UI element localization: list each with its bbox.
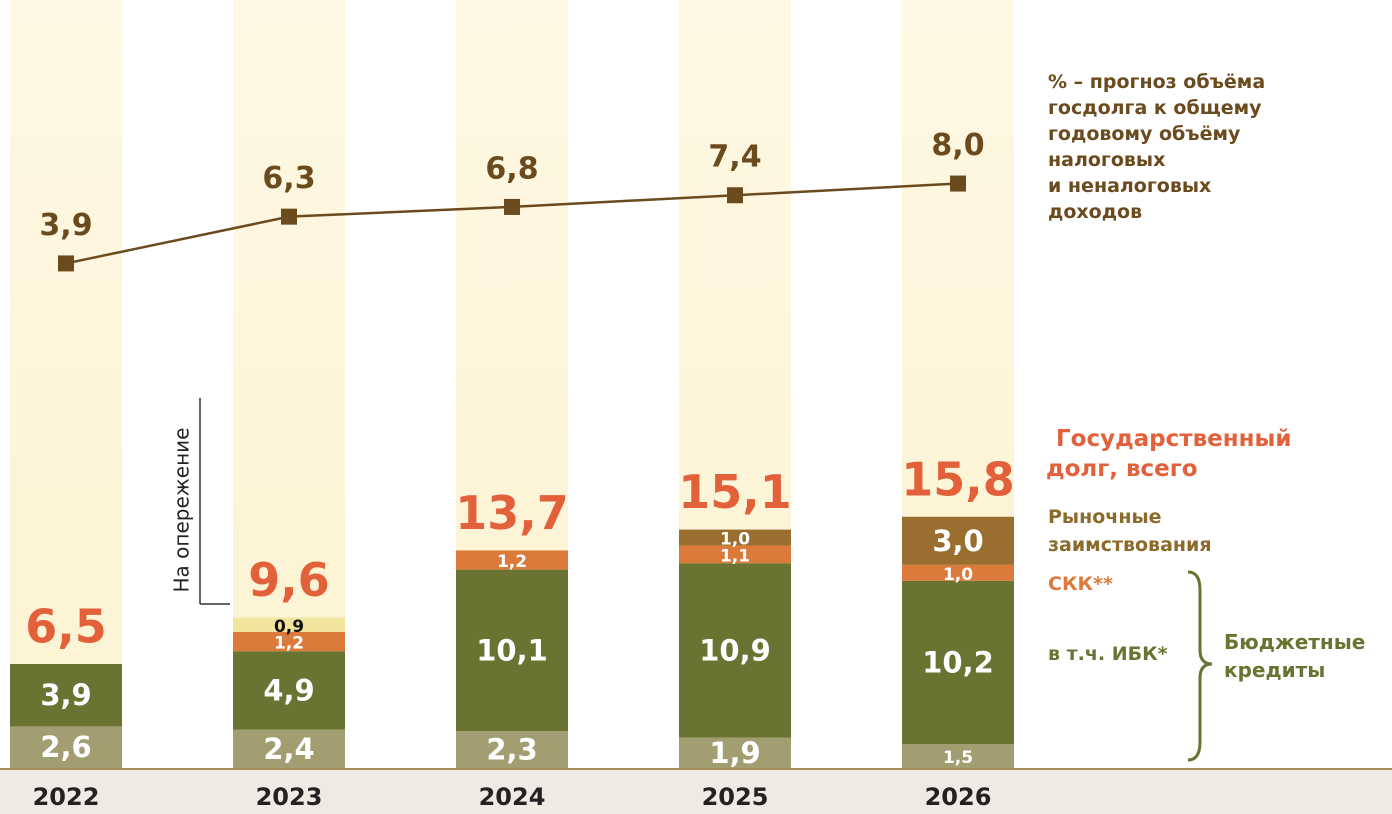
bar-segment xyxy=(902,744,1014,768)
bar-segment xyxy=(233,729,345,768)
bar-segment xyxy=(679,545,791,564)
value-label: 10,1 xyxy=(476,633,548,667)
value-label: 4,9 xyxy=(263,673,314,707)
bar-segment xyxy=(679,563,791,738)
bar-segment xyxy=(679,529,791,546)
line-marker xyxy=(281,208,297,225)
brace-label: кредиты xyxy=(1224,658,1326,682)
line-label: 3,9 xyxy=(39,208,92,243)
value-label: 3,9 xyxy=(40,678,91,712)
value-label: 1,2 xyxy=(497,552,527,572)
value-label: 10,9 xyxy=(699,633,771,667)
value-label: 10,2 xyxy=(922,645,994,679)
bar-segment xyxy=(456,731,568,768)
x-tick-label: 2022 xyxy=(33,783,100,811)
value-label: 2,6 xyxy=(40,730,91,764)
total-label: 15,1 xyxy=(678,465,792,519)
value-label: 3,0 xyxy=(932,524,983,558)
legend-label: СКК** xyxy=(1048,573,1113,595)
line-annotation: и неналоговых xyxy=(1048,175,1212,197)
bar-segment xyxy=(679,737,791,768)
line-label: 6,8 xyxy=(485,151,538,186)
bar-segment xyxy=(902,564,1014,581)
value-label: 0,9 xyxy=(274,617,304,637)
line-label: 6,3 xyxy=(262,161,315,196)
value-label: 1,0 xyxy=(720,530,750,550)
line-annotation: годовому объёму xyxy=(1048,123,1241,145)
series-label: На опережение xyxy=(170,428,194,593)
column-bg xyxy=(10,0,122,768)
value-label: 2,3 xyxy=(486,733,537,767)
brace-label: Бюджетные xyxy=(1224,630,1366,654)
line-label: 8,0 xyxy=(931,128,984,163)
bar-segment xyxy=(10,664,122,727)
total-label: 13,7 xyxy=(455,486,569,540)
line-annotation: налоговых xyxy=(1048,149,1166,171)
value-label: 1,2 xyxy=(274,634,304,654)
x-tick-label: 2026 xyxy=(925,783,992,811)
bar-segment xyxy=(10,726,122,768)
line-annotation: доходов xyxy=(1048,201,1143,223)
bar-segment xyxy=(233,632,345,652)
legend-label: в т.ч. ИБК* xyxy=(1048,643,1168,665)
brace xyxy=(1187,570,1213,762)
bar-segment xyxy=(456,550,568,570)
x-tick-label: 2024 xyxy=(479,783,546,811)
total-annotation: Государственный xyxy=(1056,426,1292,452)
x-tick-label: 2025 xyxy=(702,783,769,811)
bar-segment xyxy=(456,569,568,732)
value-label: 1,5 xyxy=(943,748,973,768)
line-annotation: госдолга к общему xyxy=(1048,97,1262,119)
bar-segment xyxy=(233,617,345,632)
line-marker xyxy=(950,175,966,192)
line-annotation: % – прогноз объёма xyxy=(1048,71,1266,93)
legend-label: Рыночные заимствования xyxy=(1048,506,1212,556)
total-label: 6,5 xyxy=(25,600,107,654)
x-tick-label: 2023 xyxy=(256,783,323,811)
total-annotation: долг, всего xyxy=(1046,456,1198,482)
value-label: 1,9 xyxy=(709,736,760,770)
axis-band xyxy=(0,770,1392,814)
bar-segment xyxy=(902,516,1014,565)
total-label: 9,6 xyxy=(248,553,330,607)
bar-segment xyxy=(902,580,1014,744)
value-label: 1,1 xyxy=(720,546,750,566)
line-label: 7,4 xyxy=(708,140,761,175)
bar-segment xyxy=(233,651,345,730)
value-label: 2,4 xyxy=(263,732,314,766)
value-label: 1,0 xyxy=(943,565,973,585)
line-marker xyxy=(58,255,74,272)
line-marker xyxy=(727,187,743,204)
total-label: 15,8 xyxy=(901,452,1015,506)
line-marker xyxy=(504,198,520,215)
